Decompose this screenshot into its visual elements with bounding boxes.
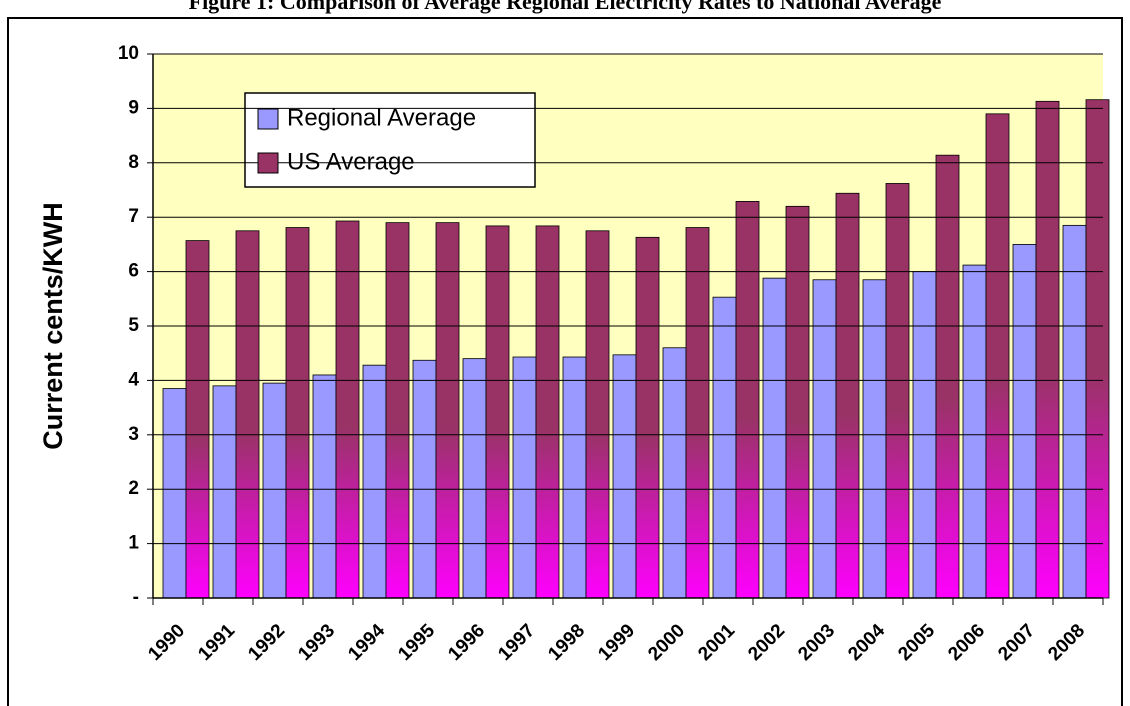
bar (985, 113, 1010, 599)
x-tick-label: 1996 (444, 620, 489, 665)
bar (1012, 243, 1037, 599)
x-tick-label: 1994 (344, 620, 389, 665)
x-tick-label: 2004 (844, 620, 889, 665)
bar (612, 354, 637, 599)
bar (785, 205, 810, 599)
y-tick-label: 9 (128, 97, 139, 118)
x-tick-label: 2002 (744, 620, 789, 665)
bar (285, 227, 310, 599)
y-tick-label: - (133, 587, 139, 608)
bar (835, 192, 860, 599)
legend-label: US Average (287, 148, 415, 175)
x-tick-label: 1990 (144, 620, 189, 665)
bar (362, 364, 387, 599)
bar (485, 225, 510, 599)
x-tick-label: 1998 (544, 620, 589, 665)
y-tick-label: 3 (128, 424, 139, 445)
bar (935, 154, 960, 599)
x-tick-label: 1997 (494, 620, 539, 665)
bar (562, 356, 587, 599)
x-tick-label: 1995 (394, 620, 439, 665)
chart-border (7, 17, 1123, 706)
bar (685, 227, 710, 599)
y-tick-label: 1 (128, 533, 139, 554)
x-tick-label: 2003 (794, 620, 839, 665)
x-tick-label: 2006 (944, 620, 989, 665)
bar (185, 240, 210, 599)
y-tick-label: 8 (128, 152, 139, 173)
y-tick-label: 7 (128, 206, 139, 227)
x-tick-label: 2000 (644, 620, 689, 665)
y-axis-label: Current cents/KWH (38, 202, 68, 450)
bar (462, 358, 487, 599)
bar (885, 183, 910, 599)
bar (1035, 100, 1060, 599)
bar (1062, 224, 1087, 599)
x-tick-label: 2008 (1044, 620, 1089, 665)
bar (162, 388, 187, 599)
x-tick-label: 2001 (694, 620, 739, 665)
legend-swatch (257, 108, 279, 130)
x-tick-label: 1991 (194, 620, 239, 665)
bar (812, 279, 837, 599)
y-tick-label: 4 (128, 369, 139, 390)
bar (435, 222, 460, 599)
x-tick-label: 2007 (994, 620, 1039, 665)
legend-label: Regional Average (287, 104, 476, 131)
bar (712, 296, 737, 599)
x-tick-label: 2005 (894, 620, 939, 665)
legend-swatch (257, 152, 279, 174)
y-tick-label: 2 (128, 478, 139, 499)
bar (235, 230, 260, 599)
x-tick-label: 1993 (294, 620, 339, 665)
y-tick-label: 5 (128, 315, 139, 336)
bar (512, 356, 537, 599)
bar (262, 382, 287, 599)
chart-title: Figure 1: Comparison of Average Regional… (189, 0, 942, 14)
marks (162, 99, 1110, 599)
bar (335, 220, 360, 599)
bar (662, 347, 687, 599)
bar (1085, 99, 1110, 599)
bar (585, 230, 610, 599)
bar (212, 385, 237, 599)
x-tick-label: 1999 (594, 620, 639, 665)
y-tick-label: 6 (128, 261, 139, 282)
bar (735, 201, 760, 599)
bar (962, 264, 987, 599)
x-tick-label: 1992 (244, 620, 289, 665)
bar (862, 279, 887, 599)
bar (312, 374, 337, 599)
y-tick-label: 10 (118, 43, 139, 64)
bar (535, 225, 560, 599)
bar (385, 222, 410, 599)
bar (412, 359, 437, 599)
